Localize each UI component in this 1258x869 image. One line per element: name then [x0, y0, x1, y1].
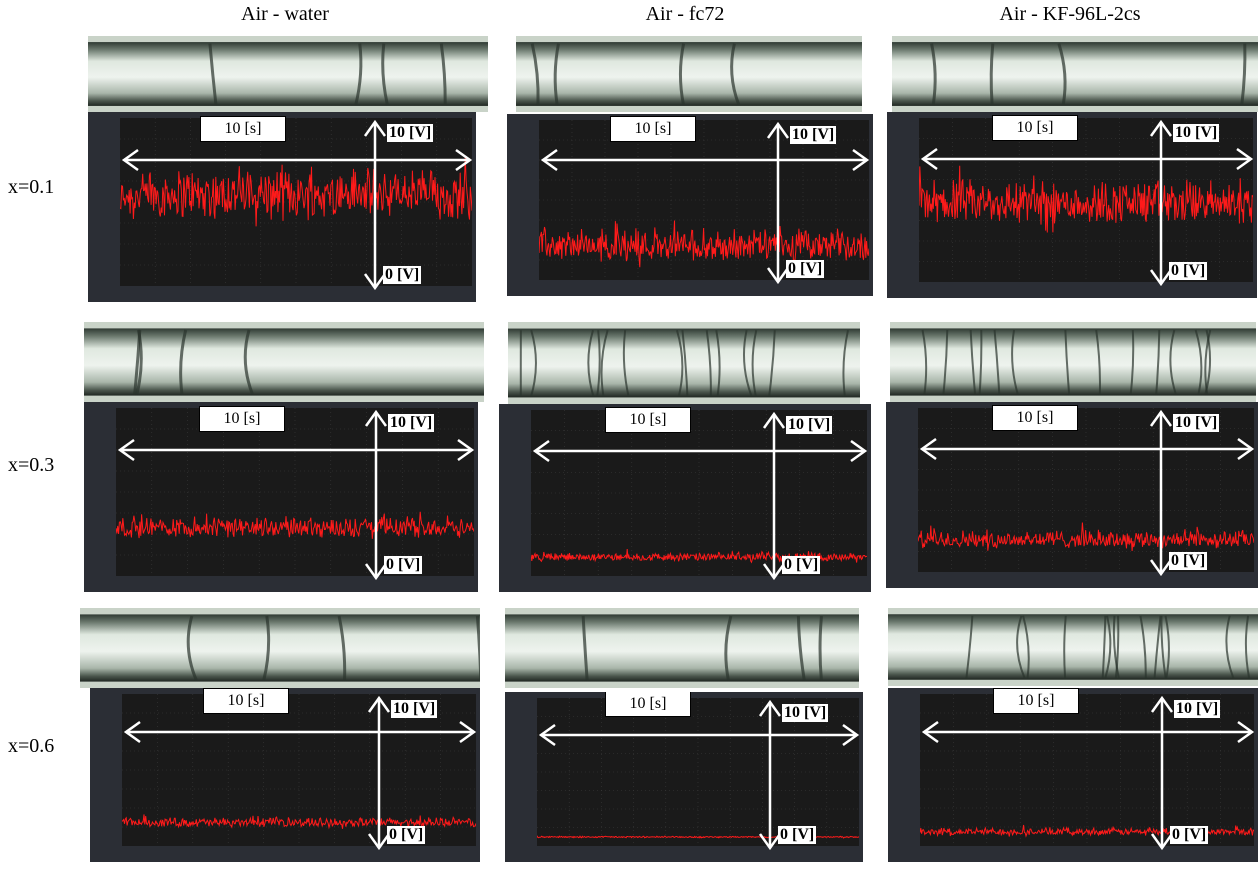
flow-image: [888, 608, 1258, 686]
scale-arrows: [540, 121, 870, 285]
flow-image: [516, 36, 862, 112]
time-scale-label: 10 [s]: [605, 692, 691, 717]
voltage-min-label: 0 [V]: [778, 826, 817, 844]
signal-chart: 10 [s] 10 [V] 0 [V]: [499, 404, 871, 592]
row-label-x01: x=0.1: [8, 176, 55, 198]
signal-trace: [918, 522, 1254, 552]
voltage-min-label: 0 [V]: [786, 260, 825, 278]
signal-trace: [919, 165, 1253, 233]
time-scale-label: 10 [s]: [992, 405, 1078, 431]
signal-trace: [120, 157, 472, 227]
row-label-x03: x=0.3: [8, 454, 55, 476]
scale-arrows: [919, 409, 1255, 577]
scale-arrows: [532, 411, 868, 581]
time-scale-label: 10 [s]: [200, 116, 286, 142]
signal-trace: [122, 814, 476, 830]
voltage-max-label: 10 [V]: [1173, 124, 1220, 142]
signal-chart: 10 [s] 10 [V] 0 [V]: [886, 402, 1258, 588]
flow-image: [892, 36, 1258, 112]
scale-arrows: [538, 699, 860, 851]
voltage-max-label: 10 [V]: [786, 416, 833, 434]
signal-chart: 10 [s] 10 [V] 0 [V]: [887, 112, 1257, 298]
column-title-fc72: Air - fc72: [645, 3, 725, 25]
scale-arrows: [121, 119, 473, 291]
time-scale-label: 10 [s]: [199, 406, 285, 432]
scale-arrows: [921, 695, 1255, 851]
signal-plot: [122, 694, 476, 846]
voltage-min-label: 0 [V]: [387, 826, 426, 844]
signal-trace: [531, 548, 867, 564]
signal-chart: 10 [s] 10 [V] 0 [V]: [90, 688, 480, 862]
flow-image: [88, 36, 488, 112]
column-title-kf96: Air - KF-96L-2cs: [999, 3, 1141, 25]
signal-chart: 10 [s] 10 [V] 0 [V]: [507, 114, 873, 296]
voltage-min-label: 0 [V]: [383, 266, 422, 284]
time-scale-label: 10 [s]: [203, 688, 289, 714]
flow-image: [890, 322, 1256, 402]
flow-image: [508, 322, 860, 404]
signal-trace: [116, 511, 474, 539]
voltage-max-label: 10 [V]: [782, 704, 829, 722]
signal-chart: 10 [s] 10 [V] 0 [V]: [505, 692, 863, 862]
flow-image: [80, 608, 480, 688]
voltage-min-label: 0 [V]: [1169, 552, 1208, 570]
voltage-max-label: 10 [V]: [790, 126, 837, 144]
column-title-water: Air - water: [241, 3, 329, 25]
time-scale-label: 10 [s]: [993, 688, 1079, 714]
scale-arrows: [117, 409, 475, 581]
signal-plot: [120, 118, 472, 286]
time-scale-label: 10 [s]: [605, 407, 691, 433]
scale-arrows: [920, 119, 1254, 287]
voltage-min-label: 0 [V]: [782, 556, 821, 574]
signal-trace: [539, 220, 869, 268]
signal-chart: 10 [s] 10 [V] 0 [V]: [888, 688, 1258, 862]
time-scale-label: 10 [s]: [610, 116, 696, 142]
voltage-max-label: 10 [V]: [387, 124, 434, 142]
flow-image: [505, 608, 859, 688]
signal-plot: [539, 120, 869, 280]
signal-plot: [920, 694, 1254, 846]
row-label-x06: x=0.6: [8, 735, 55, 757]
voltage-max-label: 10 [V]: [1174, 700, 1221, 718]
voltage-min-label: 0 [V]: [1170, 826, 1209, 844]
time-scale-label: 10 [s]: [992, 115, 1078, 141]
voltage-max-label: 10 [V]: [388, 414, 435, 432]
signal-plot: [531, 410, 867, 576]
voltage-min-label: 0 [V]: [384, 556, 423, 574]
voltage-max-label: 10 [V]: [391, 700, 438, 718]
signal-plot: [918, 408, 1254, 572]
scale-arrows: [123, 695, 477, 851]
signal-chart: 10 [s] 10 [V] 0 [V]: [88, 112, 476, 302]
voltage-min-label: 0 [V]: [1169, 262, 1208, 280]
signal-plot: [116, 408, 474, 576]
flow-image: [84, 322, 484, 402]
signal-chart: 10 [s] 10 [V] 0 [V]: [84, 402, 478, 592]
voltage-max-label: 10 [V]: [1173, 414, 1220, 432]
signal-plot: [919, 118, 1253, 282]
